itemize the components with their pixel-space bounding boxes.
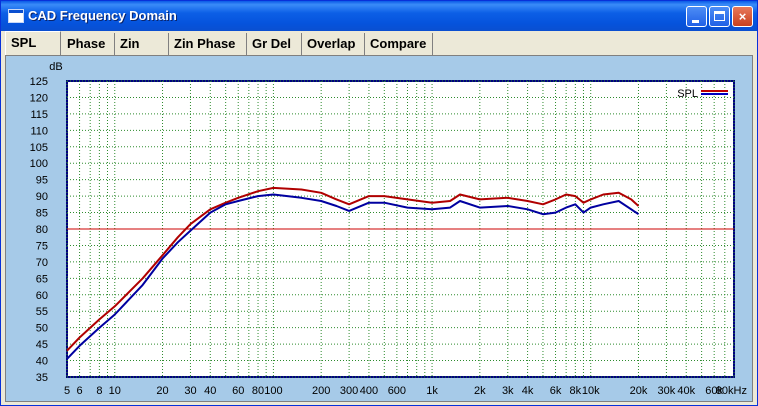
x-tick-label: 10k [582, 385, 600, 397]
tab-gr-del[interactable]: Gr Del [247, 33, 302, 55]
app-window-icon [8, 9, 24, 23]
y-tick-label: 105 [30, 142, 48, 154]
x-tick-label: 8k [570, 385, 582, 397]
x-tick-label: 10 [109, 385, 121, 397]
y-tick-label: 100 [30, 158, 48, 170]
series-layer [66, 186, 640, 360]
x-tick-label: 6 [76, 385, 82, 397]
close-icon: × [738, 9, 747, 24]
y-tick-label: 115 [30, 109, 48, 121]
y-tick-labels: 35 40 45 50 55 60 65 70 75 80 85 90 95 100 105 110 115 12… [30, 76, 48, 384]
spl-chart[interactable]: dB 3540455055606570758085909510010511011… [6, 56, 752, 401]
tab-compare[interactable]: Compare [365, 33, 433, 55]
x-tick-label: 300 [340, 385, 358, 397]
tab-spl[interactable]: SPL [5, 31, 61, 56]
window-title: CAD Frequency Domain [28, 8, 177, 23]
maximize-icon [714, 11, 725, 21]
chart-panel: dB 35 40 45 50 55 60 65 70 75 80 85 90 95 100 105 110 11… [5, 55, 753, 402]
x-tick-label: 30k [658, 385, 676, 397]
spl-curve-blue [66, 193, 640, 360]
x-tick-label: 5 [64, 385, 70, 397]
y-tick-label: 75 [36, 240, 48, 252]
tab-zin-phase[interactable]: Zin Phase [169, 33, 247, 55]
x-tick-label: 80 [252, 385, 264, 397]
x-tick-label: 20k [630, 385, 648, 397]
x-tick-label: 80kHz [716, 385, 747, 397]
maximize-button[interactable] [709, 6, 730, 27]
tab-phase[interactable]: Phase [62, 33, 115, 55]
y-tick-label: 60 [36, 290, 48, 302]
x-tick-label: 1k [426, 385, 438, 397]
x-tick-label: 200 [312, 385, 330, 397]
y-tick-label: 35 [36, 372, 48, 384]
x-tick-label: 20 [156, 385, 168, 397]
title-bar[interactable]: CAD Frequency Domain × [1, 1, 757, 31]
tab-zin[interactable]: Zin [115, 33, 169, 55]
tab-strip: SPL Phase Zin Zin Phase Gr Del Overlap C… [5, 31, 755, 56]
x-tick-label: 4k [522, 385, 534, 397]
x-tick-label: 600 [388, 385, 406, 397]
y-axis-unit: dB [49, 61, 62, 73]
y-tick-label: 40 [36, 356, 48, 368]
x-tick-label: 3k [502, 385, 514, 397]
x-tick-label: 60 [232, 385, 244, 397]
x-tick-label: 40 [204, 385, 216, 397]
x-tick-label: 400 [360, 385, 378, 397]
close-button[interactable]: × [732, 6, 753, 27]
y-tick-label: 85 [36, 208, 48, 220]
spl-curve-red [66, 186, 640, 352]
y-tick-label: 70 [36, 257, 48, 269]
y-tick-label: 120 [30, 92, 48, 104]
tab-overlap[interactable]: Overlap [302, 33, 365, 55]
y-tick-label: 65 [36, 273, 48, 285]
minimize-icon [692, 20, 699, 23]
y-tick-label: 95 [36, 175, 48, 187]
x-tick-label: 8 [96, 385, 102, 397]
x-tick-label: 60k [705, 385, 723, 397]
x-tick-label: 2k [474, 385, 486, 397]
y-tick-label: 110 [30, 125, 48, 137]
y-tick-label: 80 [36, 224, 48, 236]
legend-label: SPL [677, 88, 698, 100]
y-tick-label: 55 [36, 306, 48, 318]
y-tick-label: 45 [36, 339, 48, 351]
x-tick-label: 100 [264, 385, 282, 397]
x-tick-label: 40k [677, 385, 695, 397]
minimize-button[interactable] [686, 6, 707, 27]
y-tick-label: 90 [36, 191, 48, 203]
x-tick-label: 6k [550, 385, 562, 397]
x-tick-label: 30 [184, 385, 196, 397]
y-tick-label: 125 [30, 76, 48, 88]
y-tick-label: 50 [36, 323, 48, 335]
x-tick-labels: 5 6 8 10 20 30 40 60 80 100 200 300 400 600 1k 2k 3k 4k 6k… [64, 385, 747, 397]
